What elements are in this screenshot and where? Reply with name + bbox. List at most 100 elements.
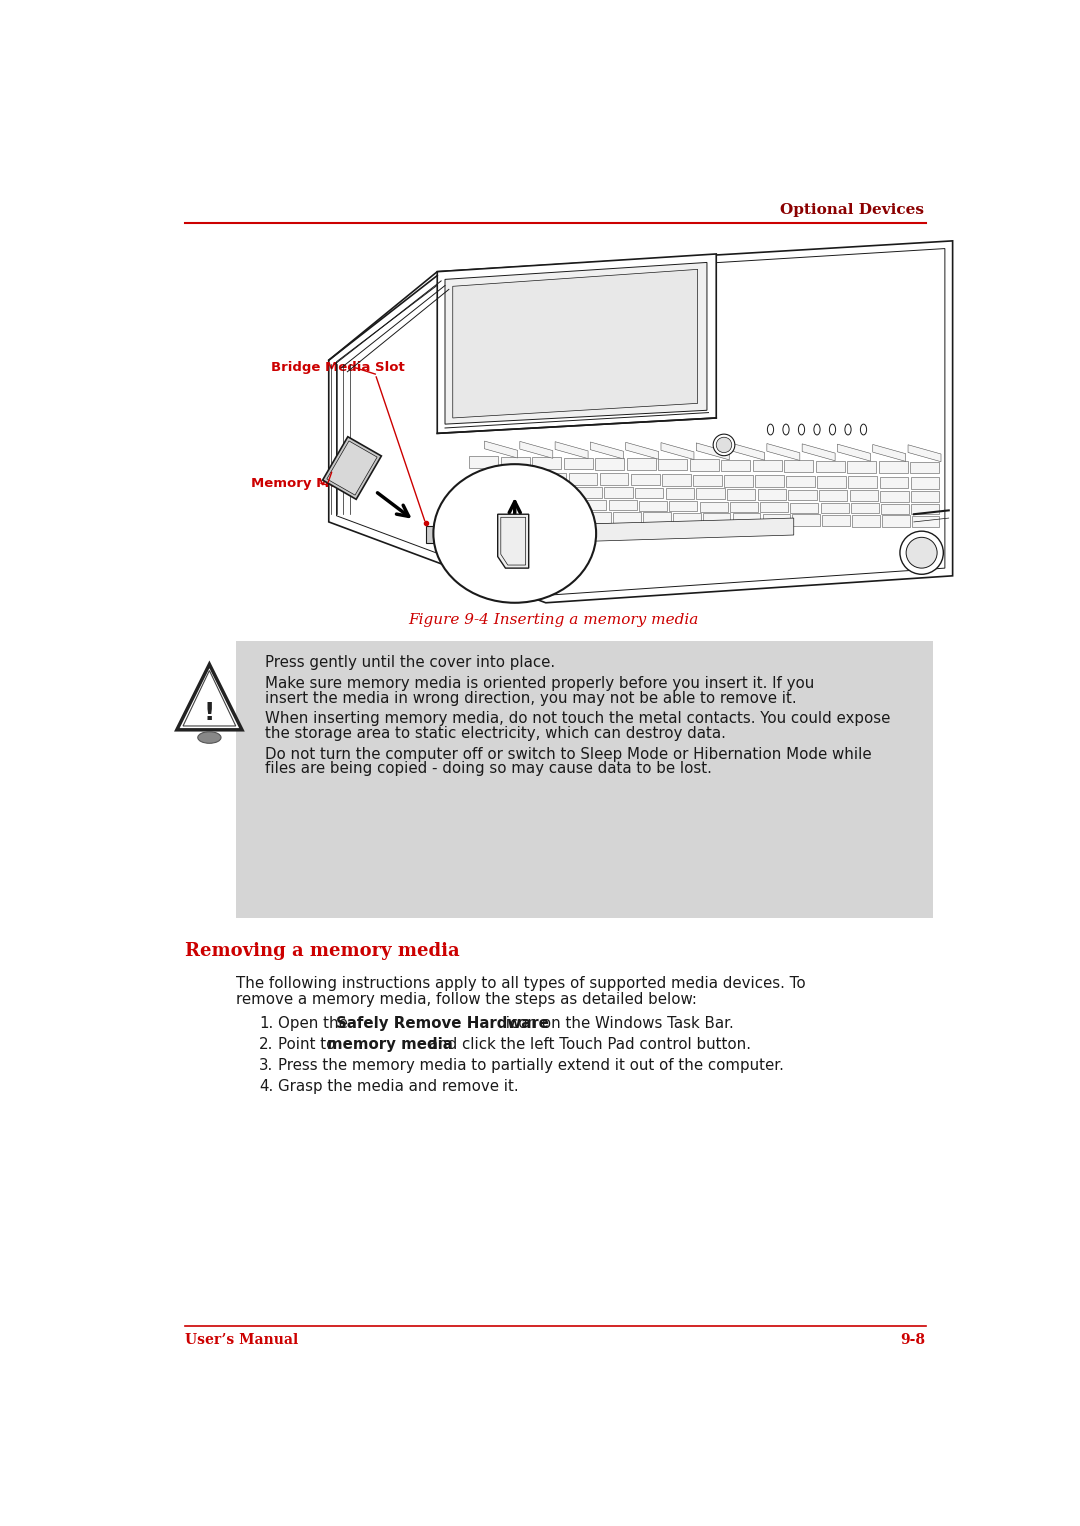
Polygon shape <box>673 513 701 525</box>
Text: Do not turn the computer off or switch to Sleep Mode or Hibernation Mode while: Do not turn the computer off or switch t… <box>266 746 872 761</box>
Text: Memory Media: Memory Media <box>252 478 362 490</box>
Circle shape <box>713 433 734 456</box>
Ellipse shape <box>783 424 789 435</box>
Ellipse shape <box>814 424 820 435</box>
Polygon shape <box>488 499 515 508</box>
Polygon shape <box>731 443 765 461</box>
Polygon shape <box>755 475 784 487</box>
Text: 9-8: 9-8 <box>901 1334 926 1347</box>
Ellipse shape <box>798 424 805 435</box>
Polygon shape <box>697 488 725 499</box>
Ellipse shape <box>829 424 836 435</box>
Ellipse shape <box>861 424 866 435</box>
Polygon shape <box>631 473 660 485</box>
Polygon shape <box>727 488 755 499</box>
Polygon shape <box>753 459 782 472</box>
Polygon shape <box>837 444 870 461</box>
Polygon shape <box>327 441 377 494</box>
Text: Press the memory media to partially extend it out of the computer.: Press the memory media to partially exte… <box>279 1058 784 1073</box>
Polygon shape <box>323 436 381 499</box>
Polygon shape <box>732 513 760 525</box>
Polygon shape <box>485 441 517 458</box>
Polygon shape <box>469 517 794 545</box>
Polygon shape <box>658 459 687 470</box>
Polygon shape <box>573 487 602 497</box>
Polygon shape <box>532 458 562 468</box>
Polygon shape <box>819 490 848 501</box>
Polygon shape <box>847 461 876 473</box>
Text: memory media: memory media <box>326 1038 453 1051</box>
Polygon shape <box>852 514 880 526</box>
Polygon shape <box>568 473 597 485</box>
Text: Bridge Media Slot: Bridge Media Slot <box>271 362 404 374</box>
Polygon shape <box>700 502 728 511</box>
Polygon shape <box>822 514 850 526</box>
Polygon shape <box>818 476 846 488</box>
Text: User’s Manual: User’s Manual <box>186 1334 299 1347</box>
Polygon shape <box>583 511 611 523</box>
Text: the storage area to static electricity, which can destroy data.: the storage area to static electricity, … <box>266 726 726 742</box>
Text: files are being copied - doing so may cause data to be lost.: files are being copied - doing so may ca… <box>266 761 712 777</box>
Polygon shape <box>538 473 566 484</box>
Polygon shape <box>524 511 551 522</box>
Text: Safely Remove Hardware: Safely Remove Hardware <box>336 1016 549 1032</box>
Polygon shape <box>786 476 815 487</box>
Polygon shape <box>850 490 878 501</box>
Text: 2.: 2. <box>259 1038 273 1051</box>
Polygon shape <box>662 475 690 485</box>
Polygon shape <box>498 514 529 568</box>
Polygon shape <box>555 441 589 459</box>
Text: Removing a memory media: Removing a memory media <box>186 942 460 960</box>
Polygon shape <box>849 476 877 488</box>
Polygon shape <box>758 490 786 501</box>
Polygon shape <box>882 516 909 526</box>
Polygon shape <box>543 487 571 497</box>
Polygon shape <box>703 513 730 525</box>
Polygon shape <box>639 501 667 511</box>
Polygon shape <box>693 475 721 487</box>
Bar <box>235 641 933 919</box>
Polygon shape <box>644 513 671 523</box>
Polygon shape <box>661 443 694 459</box>
Polygon shape <box>721 459 751 472</box>
Polygon shape <box>873 444 906 461</box>
Text: Figure 9-4 Inserting a memory media: Figure 9-4 Inserting a memory media <box>408 613 699 627</box>
Polygon shape <box>549 499 576 510</box>
Text: icon on the Windows Task Bar.: icon on the Windows Task Bar. <box>501 1016 734 1032</box>
Polygon shape <box>626 458 656 470</box>
Polygon shape <box>760 502 788 513</box>
Polygon shape <box>437 253 716 433</box>
Polygon shape <box>441 522 460 536</box>
Polygon shape <box>791 502 819 513</box>
Polygon shape <box>908 444 941 462</box>
Polygon shape <box>762 514 791 525</box>
Polygon shape <box>625 443 659 459</box>
Polygon shape <box>784 461 813 472</box>
Polygon shape <box>730 502 758 511</box>
Polygon shape <box>613 511 640 523</box>
Polygon shape <box>912 491 940 502</box>
Polygon shape <box>519 441 553 458</box>
Polygon shape <box>912 504 940 514</box>
Ellipse shape <box>768 424 773 435</box>
Polygon shape <box>910 462 940 473</box>
Circle shape <box>900 531 943 574</box>
Ellipse shape <box>433 464 596 603</box>
Text: 4.: 4. <box>259 1079 273 1094</box>
Polygon shape <box>482 485 510 496</box>
Polygon shape <box>912 516 940 528</box>
Text: insert the media in wrong direction, you may not be able to remove it.: insert the media in wrong direction, you… <box>266 691 797 705</box>
Polygon shape <box>910 478 940 488</box>
Polygon shape <box>604 487 633 497</box>
Polygon shape <box>475 472 504 484</box>
Text: Point to: Point to <box>279 1038 340 1051</box>
Polygon shape <box>670 501 698 511</box>
Text: 3.: 3. <box>259 1058 273 1073</box>
Polygon shape <box>591 443 623 459</box>
Bar <box>426 526 457 543</box>
Polygon shape <box>564 458 593 468</box>
Polygon shape <box>767 444 800 461</box>
Polygon shape <box>880 491 908 502</box>
Polygon shape <box>879 476 908 488</box>
Ellipse shape <box>198 732 221 743</box>
